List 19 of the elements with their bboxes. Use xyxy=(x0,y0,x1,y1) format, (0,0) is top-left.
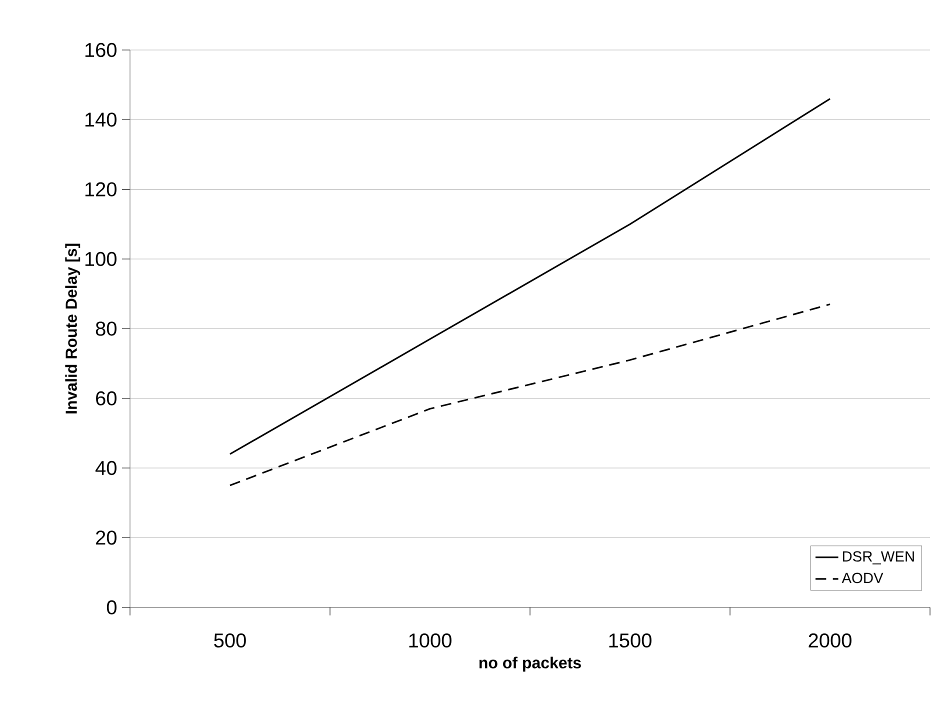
y-tick-label: 100 xyxy=(85,252,116,266)
y-tick-label: 80 xyxy=(96,322,116,336)
y-tick-label: 0 xyxy=(106,600,116,614)
y-tick-label: 160 xyxy=(85,42,116,58)
y-axis-title: Invalid Route Delay [s] xyxy=(65,244,80,414)
legend-label: DSR_WEN xyxy=(842,551,914,564)
y-tick-label: 40 xyxy=(96,460,116,476)
line-series xyxy=(229,98,831,455)
x-tick-label: 2000 xyxy=(808,633,852,648)
y-tick-label: 20 xyxy=(96,530,116,545)
x-axis-title: no of packets xyxy=(479,656,581,672)
x-tick-label: 1500 xyxy=(609,633,652,648)
x-tick-label: 500 xyxy=(214,633,246,648)
line-series xyxy=(229,303,831,486)
y-tick-label: 60 xyxy=(96,391,116,406)
y-tick-label: 140 xyxy=(85,112,116,127)
legend-label: AODV xyxy=(842,572,884,584)
y-tick-label: 120 xyxy=(85,182,116,196)
x-tick-label: 1000 xyxy=(409,633,452,648)
